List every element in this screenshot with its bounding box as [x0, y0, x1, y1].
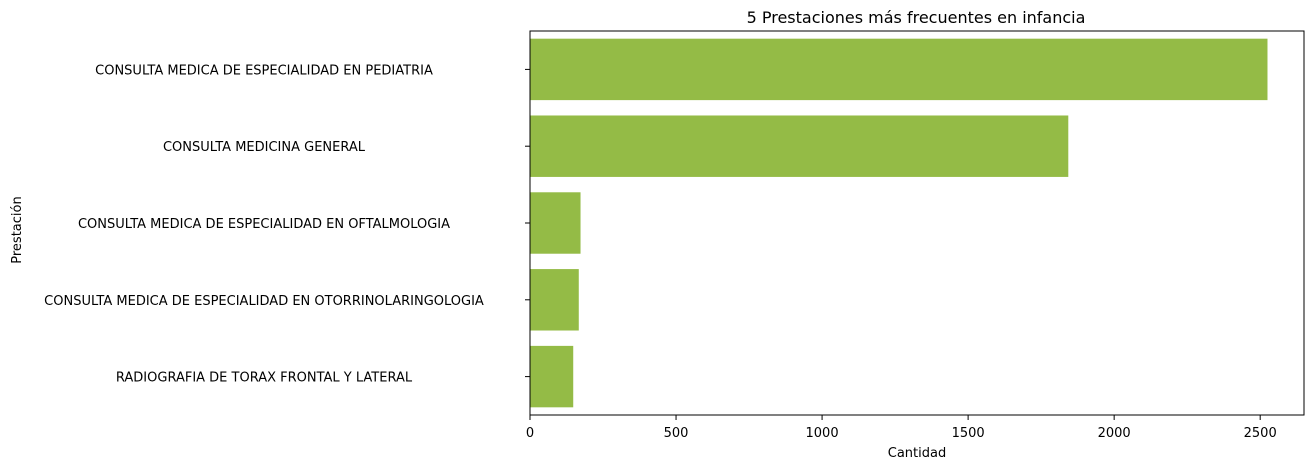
axes-spines — [529, 30, 1305, 416]
bar — [530, 38, 1268, 101]
plot-frame — [529, 30, 1305, 416]
y-axis-label: Prestación — [10, 196, 25, 263]
y-tick-label: CONSULTA MEDICA DE ESPECIALIDAD EN PEDIA… — [95, 63, 433, 78]
y-tick-label: CONSULTA MEDICINA GENERAL — [163, 140, 366, 155]
x-tick-label: 1500 — [952, 426, 985, 441]
x-axis-label: Cantidad — [888, 446, 946, 461]
bar — [530, 192, 581, 254]
bars-group — [530, 38, 1268, 408]
x-ticks: 0 500 1000 1500 2000 2500 — [526, 415, 1277, 441]
y-tick-label: CONSULTA MEDICA DE ESPECIALIDAD EN OTORR… — [44, 294, 484, 309]
x-tick-label: 2000 — [1098, 426, 1131, 441]
bar — [530, 115, 1069, 177]
y-tick-label: RADIOGRAFIA DE TORAX FRONTAL Y LATERAL — [116, 371, 413, 386]
x-tick-label: 2500 — [1244, 426, 1277, 441]
bar — [530, 345, 574, 408]
y-tick-labels: CONSULTA MEDICA DE ESPECIALIDAD EN PEDIA… — [44, 63, 530, 386]
x-tick-label: 1000 — [806, 426, 839, 441]
x-tick-label: 0 — [526, 426, 534, 441]
chart-title: 5 Prestaciones más frecuentes en infanci… — [747, 8, 1086, 27]
x-tick-label: 500 — [664, 426, 689, 441]
y-tick-label: CONSULTA MEDICA DE ESPECIALIDAD EN OFTAL… — [78, 217, 450, 232]
bar — [530, 269, 579, 331]
